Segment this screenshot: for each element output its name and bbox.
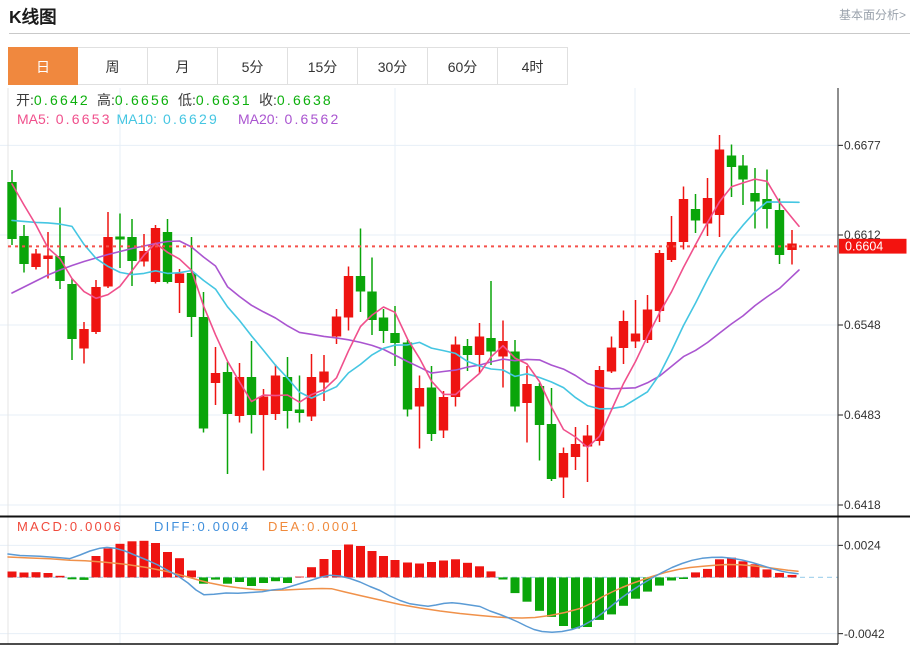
svg-text:0.6483: 0.6483 <box>844 408 881 422</box>
svg-text:0.6677: 0.6677 <box>844 139 881 153</box>
svg-text:0.6604: 0.6604 <box>845 240 883 254</box>
svg-text:0.0024: 0.0024 <box>844 539 881 553</box>
svg-text:0.6418: 0.6418 <box>844 498 881 512</box>
svg-text:-0.0042: -0.0042 <box>844 627 885 641</box>
svg-text:0.6548: 0.6548 <box>844 318 881 332</box>
svg-text:0.6612: 0.6612 <box>844 228 881 242</box>
